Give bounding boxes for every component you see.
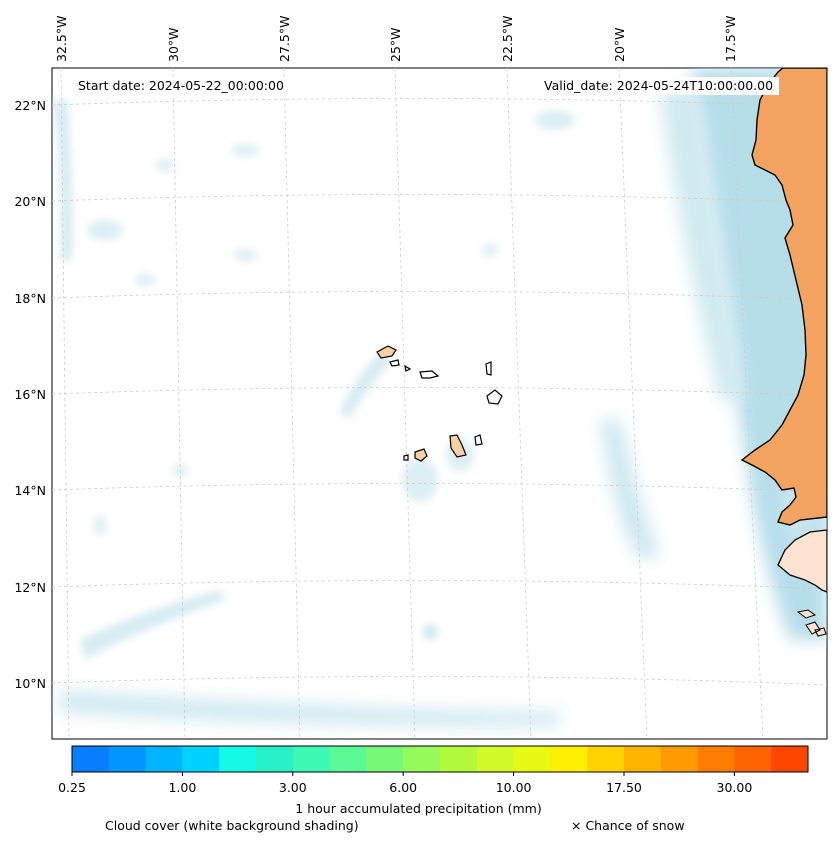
precipitation-colorbar: 0.25 1.00 3.00 6.00 10.00 17.50 30.00 (58, 745, 809, 795)
latitude-label: 12°N (14, 580, 46, 595)
longitude-label: 20°W (612, 27, 627, 62)
colorbar-tick-label: 17.50 (606, 780, 642, 795)
island-fogo (414, 448, 428, 462)
guinea-coast (777, 529, 827, 593)
colorbar-segment (660, 746, 699, 772)
colorbar-segment (219, 746, 257, 772)
latitude-label: 22°N (14, 98, 46, 113)
valid-date-label: Valid_date: 2024-05-24T10:00:00.00 (538, 77, 780, 95)
graticule (52, 68, 827, 739)
colorbar-title: 1 hour accumulated precipitation (mm) (295, 801, 542, 816)
island-santo-antao (376, 345, 397, 359)
colorbar-outline (71, 745, 809, 773)
colorbar-segment (476, 746, 515, 772)
island-maio (474, 434, 483, 446)
longitude-label: 22.5°W (500, 16, 515, 62)
cape-verde-islands (376, 345, 503, 462)
colorbar-segment (587, 746, 625, 772)
latitude-label: 14°N (14, 483, 46, 498)
island-sal (485, 361, 492, 376)
latitude-labels: 22°N 20°N 18°N 16°N 14°N 12°N 10°N (14, 98, 46, 691)
colorbar-segment (182, 746, 220, 772)
longitude-label: 27.5°W (277, 16, 292, 62)
colorbar-segment (329, 746, 367, 772)
longitude-labels: 32.5°W 30°W 27.5°W 25°W 22.5°W 20°W 17.5°W (54, 16, 738, 62)
colorbar-segment (697, 746, 735, 772)
colorbar-segment (366, 746, 404, 772)
longitude-label: 30°W (166, 27, 181, 62)
colorbar-tick-label: 30.00 (717, 780, 753, 795)
colorbar-tick-label: 3.00 (279, 780, 307, 795)
colorbar-segment (145, 746, 183, 772)
colorbar-tick-label: 1.00 (168, 780, 196, 795)
guinea-bissau-islands (796, 609, 827, 637)
island-brava (403, 454, 409, 461)
colorbar-segment (771, 746, 809, 772)
latitude-label: 20°N (14, 194, 46, 209)
colorbar-segment (108, 746, 147, 772)
island-santa-luzia (404, 364, 412, 372)
island-boa-vista (486, 389, 503, 405)
snow-chance-legend: × Chance of snow (571, 818, 685, 833)
colorbar-segment (624, 746, 662, 772)
longitude-label: 32.5°W (54, 16, 69, 62)
latitude-label: 16°N (14, 387, 46, 402)
african-coast (740, 68, 827, 526)
island-sao-nicolau (419, 370, 440, 379)
colorbar-segment (256, 746, 294, 772)
start-date-label: Start date: 2024-05-22_00:00:00 (72, 77, 290, 95)
longitude-label: 25°W (388, 27, 403, 62)
colorbar-tick-label: 10.00 (496, 780, 532, 795)
cloud-cover-legend: Cloud cover (white background shading) (105, 818, 359, 833)
colorbar-segment (513, 746, 551, 772)
colorbar-segment (72, 746, 110, 772)
longitude-label: 17.5°W (723, 16, 738, 62)
latitude-label: 18°N (14, 291, 46, 306)
colorbar-tick-label: 6.00 (389, 780, 417, 795)
colorbar-segment (734, 746, 772, 772)
colorbar-segment (292, 746, 331, 772)
colorbar-segment (550, 746, 588, 772)
colorbar-segment (440, 746, 478, 772)
colorbar-tick-label: 0.25 (58, 780, 86, 795)
colorbar-segment (403, 746, 441, 772)
island-sao-vicente (389, 359, 400, 367)
island-santiago (449, 434, 467, 458)
latitude-label: 10°N (14, 676, 46, 691)
